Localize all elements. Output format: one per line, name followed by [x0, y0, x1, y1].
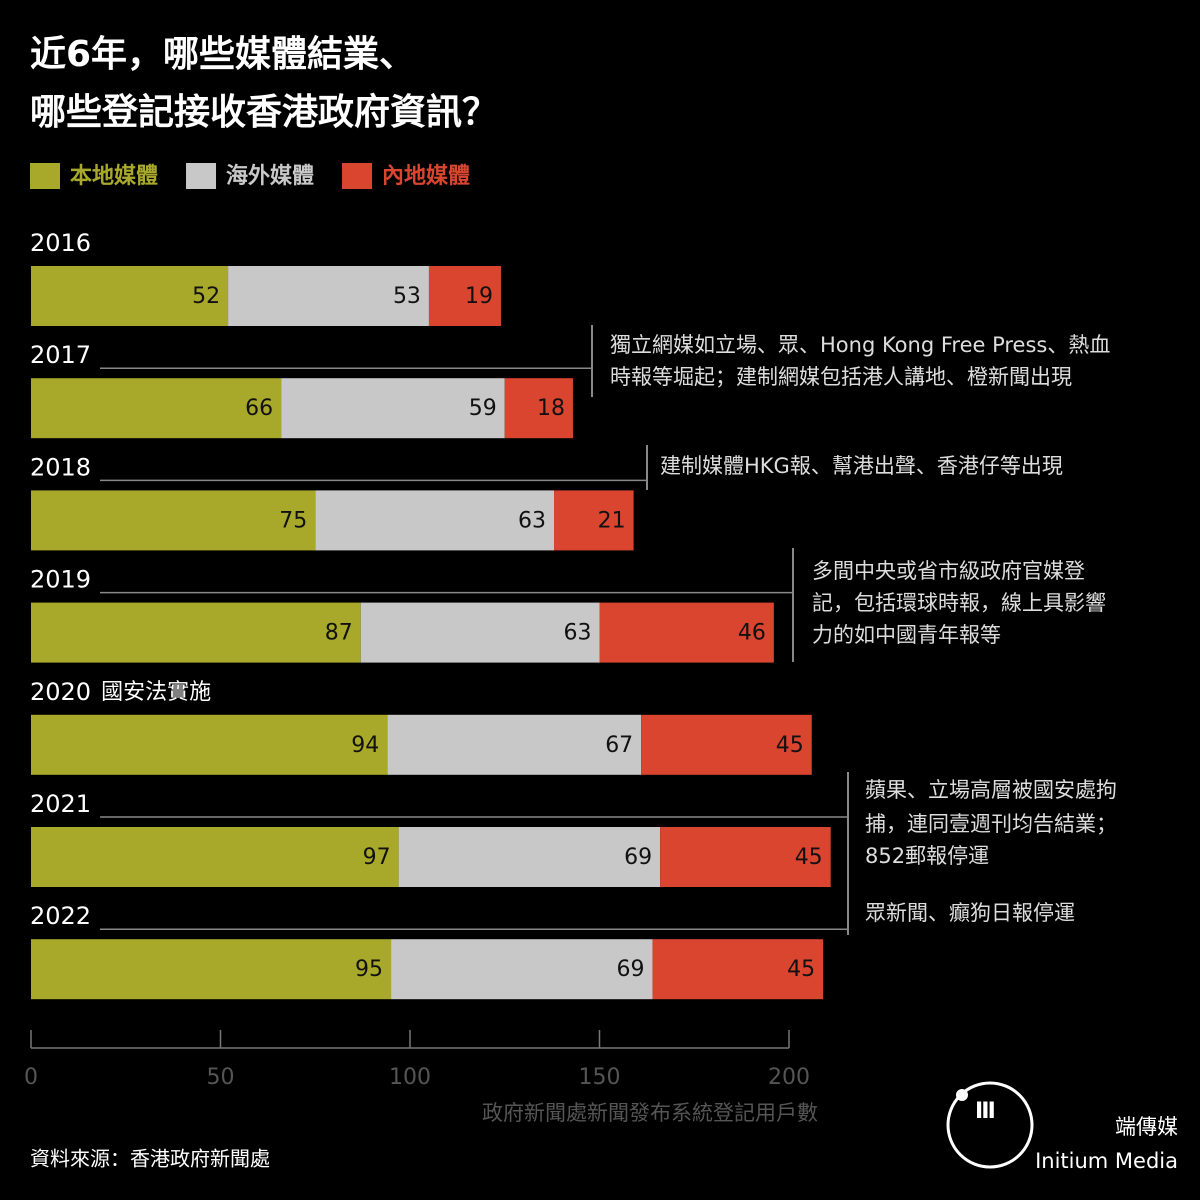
value-label: 53	[393, 284, 421, 309]
annotation-text: 眾新聞、癲狗日報停運	[865, 901, 1075, 925]
legend-swatch	[30, 163, 60, 189]
annotation-text: 力的如中國青年報等	[812, 623, 1001, 647]
x-tick-label: 150	[579, 1065, 621, 1090]
value-label: 46	[738, 621, 766, 646]
category-label: 2016	[30, 229, 91, 257]
source: 資料來源：香港政府新聞處	[30, 1147, 270, 1171]
annotation-text: 多間中央或省市級政府官媒登	[812, 559, 1085, 583]
annotation-text: 時報等堀起；建制網媒包括港人講地、橙新聞出現	[610, 365, 1072, 389]
value-label: 21	[598, 508, 626, 533]
bar-segment	[504, 378, 573, 439]
category-label: 2021	[30, 790, 91, 818]
annotation-text: 蘋果、立場高層被國安處拘	[865, 778, 1117, 802]
value-label: 18	[537, 396, 565, 421]
x-axis-label: 政府新聞處新聞發布系統登記用戶數	[482, 1101, 818, 1125]
x-tick-label: 50	[207, 1065, 235, 1090]
legend-label: 內地媒體	[382, 163, 470, 189]
legend-swatch	[186, 163, 217, 189]
value-label: 59	[469, 396, 497, 421]
bar-segment	[391, 939, 653, 1000]
bar-segment	[281, 378, 505, 439]
value-label: 45	[795, 845, 823, 870]
bar-segment	[31, 602, 361, 663]
category-label: 2018	[30, 453, 91, 481]
bar-segment	[31, 378, 282, 439]
logo-dot	[956, 1089, 968, 1101]
bar-segment	[31, 266, 229, 326]
x-tick-label: 100	[389, 1065, 431, 1090]
category-label: 2017	[30, 341, 91, 369]
bar-segment	[31, 939, 392, 1000]
category-label: 2019	[30, 566, 91, 594]
value-label: 75	[279, 508, 307, 533]
legend-label: 本地媒體	[70, 163, 158, 189]
bar-segment	[398, 827, 661, 887]
value-label: 87	[325, 621, 353, 646]
bar-segment	[599, 602, 774, 663]
value-label: 69	[617, 957, 645, 982]
bar-segment	[360, 602, 600, 663]
value-label: 45	[787, 957, 815, 982]
bar-segment	[660, 827, 831, 887]
x-tick-label: 0	[24, 1065, 38, 1090]
value-label: 45	[776, 733, 804, 758]
value-label: 95	[355, 957, 383, 982]
category-label: 2022	[30, 902, 91, 930]
bar-segment	[31, 714, 388, 775]
value-label: 63	[564, 621, 592, 646]
value-label: 69	[624, 845, 652, 870]
bar-segment	[228, 266, 429, 326]
chart-title: 近6年，哪些媒體結業、	[30, 34, 415, 75]
logo-glyph: Ⅲ	[975, 1099, 996, 1124]
value-label: 52	[192, 284, 220, 309]
value-label: 94	[351, 733, 379, 758]
category-note: 國安法實施	[101, 680, 211, 705]
bar-segment	[554, 490, 634, 551]
annotation-text: 獨立網媒如立場、眾、Hong Kong Free Press、熱血	[610, 333, 1110, 357]
x-tick-label: 200	[768, 1065, 810, 1090]
bar-segment	[387, 714, 642, 775]
bar-segment	[641, 714, 812, 775]
category-label: 2020	[30, 678, 91, 706]
logo	[946, 1081, 1034, 1169]
annotation-text: 建制媒體HKG報、幫港出聲、香港仔等出現	[660, 454, 1063, 478]
bar-segment	[652, 939, 824, 1000]
annotation-text: 852郵報停運	[865, 844, 989, 868]
bar-segment	[315, 490, 555, 551]
brand: 端傳媒	[1115, 1115, 1178, 1139]
legend-label: 海外媒體	[226, 163, 314, 189]
bar-segment	[31, 490, 316, 551]
legend-swatch	[342, 163, 373, 189]
annotation-text: 捕，連同壹週刊均告結業；	[865, 812, 1117, 836]
value-label: 97	[363, 845, 391, 870]
brand-en: Initium Media	[1035, 1149, 1178, 1173]
annotation-text: 記，包括環球時報，線上具影響	[812, 591, 1106, 615]
value-label: 19	[465, 284, 493, 309]
value-label: 63	[518, 508, 546, 533]
value-label: 67	[605, 733, 633, 758]
bar-segment	[428, 266, 501, 326]
chart-title: 哪些登記接收香港政府資訊？	[30, 91, 498, 133]
value-label: 66	[245, 396, 273, 421]
bar-segment	[31, 827, 399, 887]
